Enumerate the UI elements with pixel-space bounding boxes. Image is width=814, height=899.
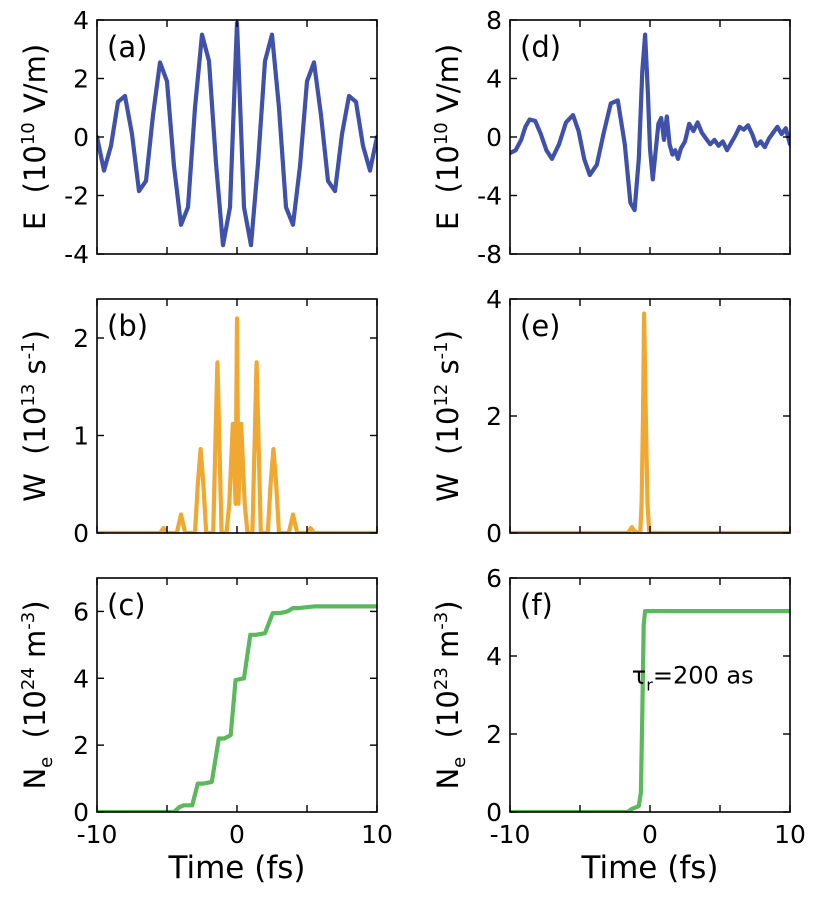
series-line-d [510,32,790,213]
y-tick-label-c: 0 [73,798,89,827]
y-tick-label-c: 6 [73,597,89,626]
panel-label-c: (c) [107,588,146,622]
y-tick-label-a: 4 [73,6,89,35]
panel-a: -4 -2 0 2 4 (a) E (1010 V/m) [18,6,378,269]
y-axis-label-a: E (1010 V/m) [18,44,52,230]
panel-label-a: (a) [107,30,147,64]
panel-label-f: (f) [520,588,553,622]
panel-label-e: (e) [520,309,560,343]
x-tick-label-c: -10 [77,820,118,849]
y-tick-label-a: -4 [64,240,89,269]
x-tick-label-f: -10 [490,820,531,849]
y-tick-label-d: 4 [486,65,502,94]
x-axis-label-c: Time (fs) [168,850,306,886]
y-tick-label-a: 2 [73,65,89,94]
y-tick-label-d: -4 [477,182,502,211]
x-axis-label-f: Time (fs) [581,850,719,886]
panel-label-d: (d) [520,30,561,64]
y-tick-label-c: 4 [73,664,89,693]
y-tick-label-a: -2 [64,182,89,211]
series-line-c [97,604,377,812]
series-line-f [510,609,790,812]
y-tick-label-c: 2 [73,731,89,760]
y-axis-label-f: Ne (1023 m-3) [431,600,470,789]
x-tick-label-f: 10 [774,820,806,849]
y-tick-label-f: 4 [486,642,502,671]
y-tick-label-d: 8 [486,6,502,35]
x-tick-label-c: 0 [229,820,245,849]
x-tick-label-f: 0 [642,820,658,849]
y-tick-label-d: -8 [477,240,502,269]
y-tick-label-f: 0 [486,798,502,827]
y-tick-label-e: 2 [486,402,502,431]
panel-e: 0 2 4 (e) W (1012 s-1) [431,285,791,548]
x-tick-label-c: 10 [361,820,393,849]
panel-b: 0 1 2 (b) W (1013 s-1) [18,298,378,548]
y-tick-label-b: 0 [73,519,89,548]
y-axis-label-e: W (1012 s-1) [431,330,465,502]
y-tick-label-e: 4 [486,285,502,314]
y-tick-label-b: 2 [73,324,89,353]
y-tick-label-b: 1 [73,422,89,451]
y-axis-label-b: W (1013 s-1) [18,330,52,502]
y-tick-label-e: 0 [486,519,502,548]
annotation-rise-time: τr=200 as [632,661,754,694]
series-line-b [97,316,377,533]
y-tick-label-f: 6 [486,564,502,593]
y-tick-label-a: 0 [73,123,89,152]
y-tick-label-f: 2 [486,720,502,749]
series-line-e [510,311,790,533]
y-tick-label-d: 0 [486,123,502,152]
y-axis-label-c: Ne (1024 m-3) [18,600,57,789]
panel-d: -8 -4 0 4 8 (d) E (1010 V/m) [431,6,791,269]
panel-label-b: (b) [107,309,148,343]
y-axis-label-d: E (1010 V/m) [431,44,465,230]
